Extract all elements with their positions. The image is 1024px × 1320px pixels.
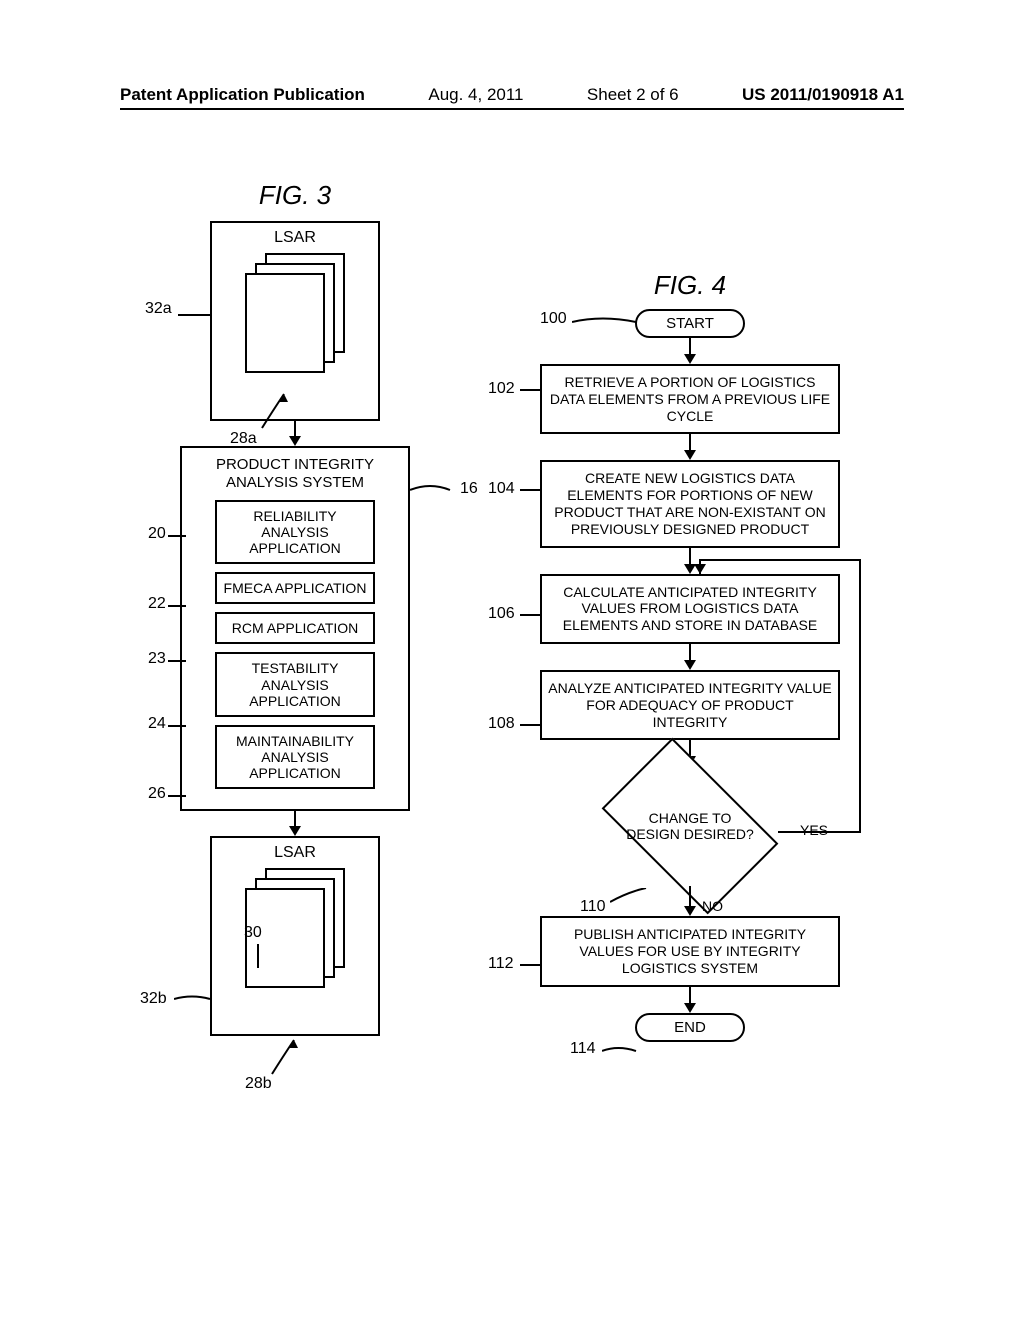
leader-102 (520, 385, 544, 395)
ref-110: 110 (580, 898, 606, 916)
ref-100: 100 (540, 310, 567, 328)
page-body: FIG. 3 LSAR 32a 28a PRODUCT INTEGRITY AN… (0, 130, 1024, 1310)
yes-feedback-path (540, 560, 880, 850)
step-104: CREATE NEW LOGISTICS DATA ELEMENTS FOR P… (540, 460, 840, 547)
leader-110 (610, 888, 650, 906)
fig3: FIG. 3 LSAR 32a 28a PRODUCT INTEGRITY AN… (150, 180, 440, 1036)
step-102: RETRIEVE A PORTION OF LOGISTICS DATA ELE… (540, 364, 840, 434)
leader-16 (410, 480, 460, 500)
start-label: START (666, 315, 714, 332)
header-rule (120, 108, 904, 110)
leader-104 (520, 485, 544, 495)
leader-30 (254, 944, 270, 974)
lsar-bottom-label: LSAR (274, 844, 316, 861)
ref-102: 102 (488, 380, 515, 398)
ref-20: 20 (148, 525, 166, 543)
ref-108: 108 (488, 715, 515, 733)
leader-114 (602, 1045, 642, 1057)
start-terminator: START (635, 309, 745, 338)
fig3-title: FIG. 3 (150, 180, 440, 211)
no-label: NO (702, 898, 723, 914)
ref-26: 26 (148, 785, 166, 803)
ref-22: 22 (148, 595, 166, 613)
ref-30: 30 (244, 924, 262, 942)
connector (150, 421, 440, 446)
leader-32b (174, 992, 214, 1006)
connector (150, 811, 440, 836)
app-testability: TESTABILITY ANALYSIS APPLICATION (215, 652, 375, 716)
ref-32b: 32b (140, 990, 167, 1008)
ref-106: 106 (488, 605, 515, 623)
app-fmeca: FMECA APPLICATION (215, 572, 375, 604)
step-112: PUBLISH ANTICIPATED INTEGRITY VALUES FOR… (540, 916, 840, 986)
ref-112: 112 (488, 955, 514, 973)
ref-114: 114 (570, 1040, 596, 1058)
leader-23 (168, 657, 188, 665)
leader-26 (168, 792, 188, 800)
fig4-title: FIG. 4 (480, 270, 900, 301)
ref-104: 104 (488, 480, 515, 498)
header-pub: US 2011/0190918 A1 (742, 85, 904, 105)
leader-24 (168, 722, 188, 730)
ref-24: 24 (148, 715, 166, 733)
fig4: FIG. 4 START 100 RETRIEVE A PORTION OF L… (480, 270, 900, 1042)
end-terminator: END (635, 1013, 745, 1042)
app-reliability: RELIABILITY ANALYSIS APPLICATION (215, 500, 375, 564)
leader-32a (178, 310, 218, 320)
lsar-top-box: LSAR (210, 221, 380, 421)
ref-23: 23 (148, 650, 166, 668)
ref-32a: 32a (145, 300, 172, 318)
leader-100 (572, 315, 642, 329)
app-maintainability: MAINTAINABILITY ANALYSIS APPLICATION (215, 725, 375, 789)
stack-layer (245, 273, 325, 373)
header-sheet: Sheet 2 of 6 (587, 85, 679, 105)
header-date: Aug. 4, 2011 (428, 85, 523, 105)
connector (689, 338, 691, 356)
leader-22 (168, 602, 188, 610)
leader-112 (520, 960, 544, 970)
app-rcm: RCM APPLICATION (215, 612, 375, 644)
pias-title: PRODUCT INTEGRITY ANALYSIS SYSTEM (194, 456, 396, 492)
lsar-top-label: LSAR (274, 229, 316, 246)
connector (689, 987, 691, 1005)
lsar-top-stack (245, 253, 345, 373)
connector (689, 886, 691, 908)
page-header: Patent Application Publication Aug. 4, 2… (0, 85, 1024, 105)
end-label: END (674, 1019, 706, 1036)
connector (689, 434, 691, 452)
lsar-bottom-box: LSAR 30 (210, 836, 380, 1036)
pias-box: PRODUCT INTEGRITY ANALYSIS SYSTEM RELIAB… (180, 446, 410, 811)
ref-28b: 28b (245, 1075, 272, 1093)
header-left: Patent Application Publication (120, 85, 365, 105)
leader-20 (168, 532, 188, 540)
leader-28b (270, 1038, 300, 1078)
ref-16: 16 (460, 480, 478, 498)
